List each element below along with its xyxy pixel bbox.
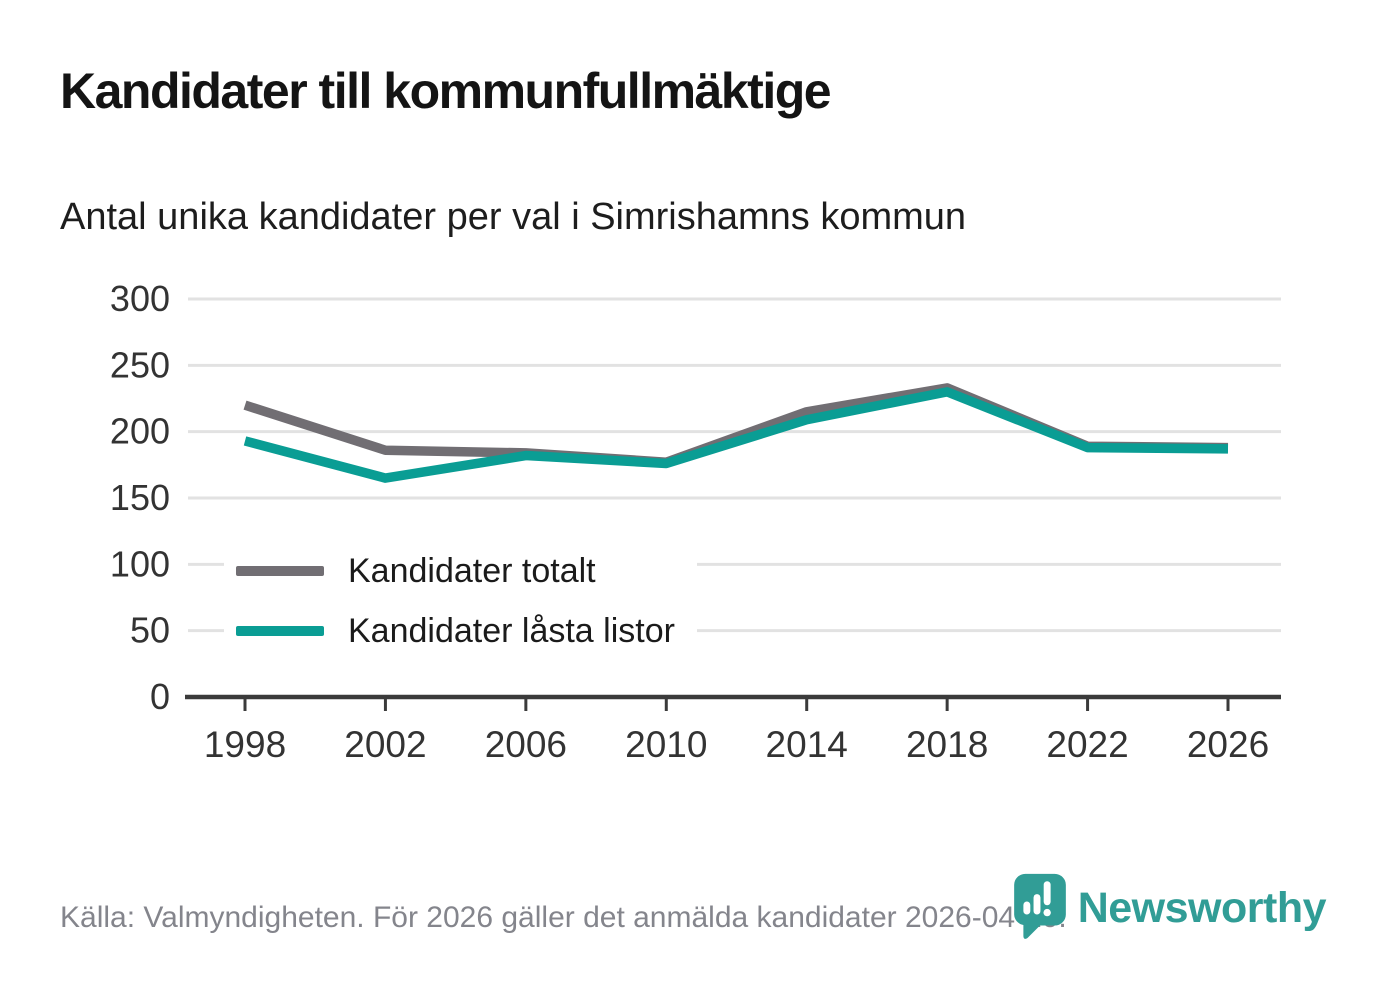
x-tick-label-1998: 1998 <box>204 724 286 765</box>
legend-swatch-gray-line <box>236 566 324 576</box>
legend-label-totalt: Kandidater totalt <box>348 551 596 590</box>
newsworthy-logo: Newsworthy <box>1012 872 1327 944</box>
y-tick-label-150: 150 <box>110 477 170 518</box>
y-tick-label-300: 300 <box>110 278 170 319</box>
legend-item-lasta-listor: Kandidater låsta listor <box>236 612 675 650</box>
y-tick-label-0: 0 <box>150 676 170 717</box>
x-tick-label-2002: 2002 <box>344 724 426 765</box>
y-tick-label-250: 250 <box>110 344 170 385</box>
x-tick-label-2014: 2014 <box>766 724 848 765</box>
page-title: Kandidater till kommunfullmäktige <box>60 63 832 119</box>
x-tick-label-2026: 2026 <box>1187 724 1269 765</box>
x-tick-label-2022: 2022 <box>1046 724 1128 765</box>
x-tick-label-2006: 2006 <box>485 724 567 765</box>
source-text: Källa: Valmyndigheten. För 2026 gäller d… <box>60 901 1067 934</box>
legend-label-lasta-listor: Kandidater låsta listor <box>348 611 675 650</box>
y-tick-label-100: 100 <box>110 543 170 584</box>
series-line-0 <box>243 383 1229 467</box>
chart-legend: Kandidater totalt Kandidater låsta listo… <box>224 548 697 656</box>
newsworthy-wordmark: Newsworthy <box>1077 883 1327 932</box>
x-tick-label-2018: 2018 <box>906 724 988 765</box>
y-tick-label-200: 200 <box>110 411 170 452</box>
legend-swatch-teal-line <box>236 626 324 636</box>
newsworthy-pin-icon <box>1013 873 1066 939</box>
chart-subtitle: Antal unika kandidater per val i Simrish… <box>60 196 967 238</box>
y-tick-label-50: 50 <box>130 610 170 651</box>
series-line-1 <box>243 387 1229 483</box>
x-tick-label-2010: 2010 <box>625 724 707 765</box>
legend-item-totalt: Kandidater totalt <box>236 552 675 590</box>
